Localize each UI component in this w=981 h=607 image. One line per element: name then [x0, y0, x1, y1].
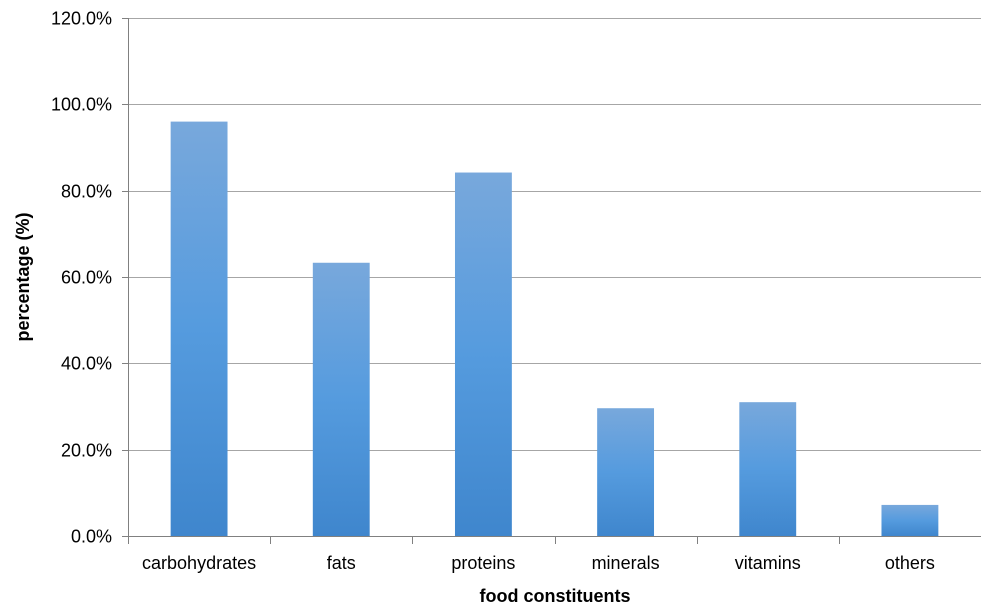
- y-tick-label: 80.0%: [61, 182, 112, 202]
- y-tick-label: 40.0%: [61, 354, 112, 374]
- x-tick-label-fats: fats: [327, 553, 356, 573]
- y-tick-label: 100.0%: [51, 95, 112, 115]
- y-axis-title: percentage (%): [13, 212, 33, 341]
- y-tick-label: 60.0%: [61, 268, 112, 288]
- x-tick-label-proteins: proteins: [451, 553, 515, 573]
- x-tick-label-vitamins: vitamins: [735, 553, 801, 573]
- x-axis-title: food constituents: [480, 586, 631, 606]
- x-tick-label-others: others: [885, 553, 935, 573]
- y-tick-label: 20.0%: [61, 441, 112, 461]
- y-tick-label: 0.0%: [71, 527, 112, 547]
- bar-fats: [312, 262, 370, 536]
- bar-carbohydrates: [170, 121, 228, 536]
- y-tick-label: 120.0%: [51, 9, 112, 29]
- x-tick-label-minerals: minerals: [592, 553, 660, 573]
- bar-vitamins: [739, 402, 797, 536]
- axes: [122, 18, 981, 544]
- gridlines: [128, 18, 981, 451]
- x-tick-labels: carbohydrates fats proteins minerals vitamin…: [142, 553, 935, 573]
- bars: [170, 121, 939, 536]
- y-tick-labels: 0.0% 20.0% 40.0% 60.0% 80.0% 100.0% 120.0%: [51, 9, 112, 547]
- bar-proteins: [454, 172, 512, 536]
- bar-others: [881, 504, 939, 536]
- bar-minerals: [597, 408, 655, 536]
- x-tick-label-carbohydrates: carbohydrates: [142, 553, 256, 573]
